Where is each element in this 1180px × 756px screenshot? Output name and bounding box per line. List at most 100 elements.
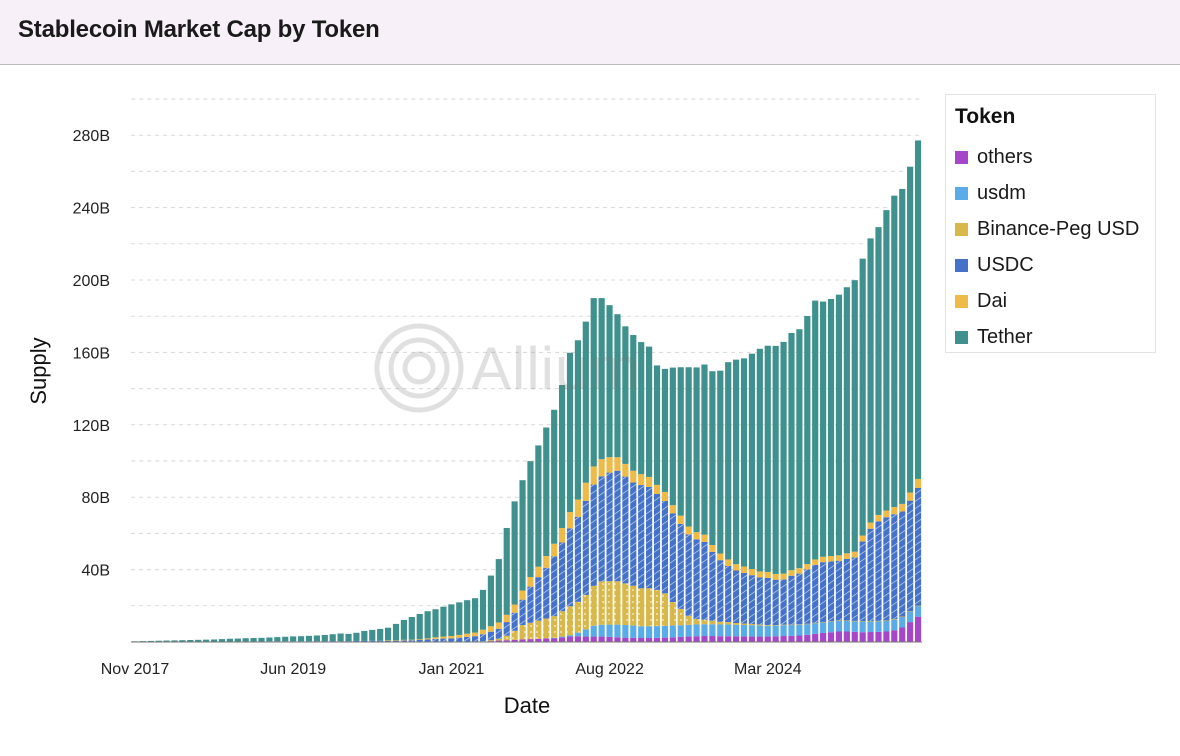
bar-others: [646, 638, 653, 642]
bar-tether: [519, 480, 526, 591]
bar-usdc-texture: [527, 586, 534, 623]
bar-tether: [527, 461, 534, 578]
bar-tether: [282, 636, 289, 642]
bar-tether: [907, 166, 914, 493]
bar-tether: [163, 640, 170, 642]
legend-item-usdm[interactable]: usdm: [955, 175, 1139, 211]
bar-dai: [875, 514, 882, 522]
legend-item-usdc[interactable]: USDC: [955, 247, 1139, 283]
bar-tether: [827, 299, 835, 557]
legend-item-others[interactable]: others: [955, 139, 1139, 175]
bar-tether: [464, 600, 471, 634]
bar-tether: [147, 640, 154, 642]
bar-usdm: [780, 625, 787, 637]
bar-usdm: [614, 624, 621, 638]
bar-tether: [440, 606, 447, 637]
bar-tether: [179, 640, 186, 642]
bar-usdc-texture: [630, 482, 637, 586]
legend-item-dai[interactable]: Dai: [955, 283, 1139, 319]
legend-label: Tether: [977, 325, 1033, 348]
bar-dai: [867, 522, 874, 529]
bar-tether: [748, 353, 756, 570]
bar-tether: [416, 613, 423, 640]
bar-usdm: [590, 625, 597, 637]
legend-label: USDC: [977, 253, 1034, 276]
bar-usdc-texture: [392, 640, 400, 642]
bar-binance-peg-usd-texture: [495, 638, 502, 641]
bar-tether: [693, 367, 700, 533]
bar-others: [519, 639, 526, 642]
bar-others: [883, 631, 890, 642]
bar-others: [559, 637, 566, 642]
bar-usdc-texture: [772, 579, 779, 625]
bar-usdc-texture: [725, 565, 732, 623]
bar-dai: [677, 515, 684, 524]
bar-usdc-texture: [408, 640, 415, 642]
bar-dai: [566, 512, 574, 529]
bar-tether: [820, 301, 827, 557]
x-axis-title: Date: [504, 693, 550, 718]
bar-others: [669, 637, 676, 642]
bar-binance-peg-usd-texture: [606, 581, 613, 625]
bar-binance-peg-usd-texture: [764, 624, 771, 626]
bar-others: [495, 640, 502, 642]
bar-others: [614, 637, 621, 642]
bar-tether: [764, 345, 771, 572]
bar-usdm: [669, 625, 676, 638]
legend-item-binance-peg-usd[interactable]: Binance-Peg USD: [955, 211, 1139, 247]
bar-binance-peg-usd-texture: [756, 624, 763, 626]
bar-tether: [788, 333, 795, 571]
bar-usdc-texture: [827, 561, 835, 622]
bar-usdm: [638, 626, 645, 639]
bar-usdc-texture: [551, 556, 558, 617]
bar-binance-peg-usd-texture: [701, 619, 708, 625]
bar-usdm: [630, 625, 637, 638]
bar-binance-peg-usd-texture: [899, 616, 906, 618]
bar-usdc-texture: [511, 612, 518, 631]
legend-swatch: [955, 150, 968, 164]
bar-binance-peg-usd-texture: [614, 581, 621, 625]
bar-usdm: [907, 611, 914, 623]
bar-usdm: [551, 637, 558, 639]
bar-usdc-texture: [701, 541, 708, 620]
bar-usdm: [899, 616, 906, 628]
bar-others: [780, 636, 787, 642]
bar-tether: [408, 617, 415, 640]
bar-tether: [297, 636, 305, 642]
bar-usdc-texture: [487, 631, 494, 641]
bar-dai: [630, 470, 637, 483]
x-tick-label: Nov 2017: [101, 661, 170, 678]
bar-usdm: [701, 624, 708, 637]
bar-usdc-texture: [369, 640, 376, 642]
bar-others: [891, 630, 898, 642]
bar-others: [709, 636, 716, 642]
bar-tether: [258, 637, 265, 642]
bar-tether: [606, 305, 613, 458]
bar-others: [827, 632, 835, 642]
bar-dai: [551, 543, 558, 557]
legend-item-tether[interactable]: Tether: [955, 319, 1139, 355]
y-tick-label: 40B: [82, 563, 110, 580]
x-tick-label: Mar 2024: [734, 661, 802, 678]
bar-dai: [424, 638, 431, 640]
legend-swatch: [955, 186, 968, 200]
bar-dai: [820, 556, 827, 563]
bar-usdc-texture: [448, 638, 455, 642]
bar-usdm: [820, 622, 827, 633]
bar-others: [851, 631, 858, 642]
bar-binance-peg-usd-texture: [914, 605, 922, 607]
bar-binance-peg-usd-texture: [709, 620, 716, 625]
bar-usdc-texture: [914, 487, 922, 606]
bar-binance-peg-usd-texture: [907, 611, 914, 612]
bar-others: [725, 636, 732, 642]
bar-dai: [440, 636, 447, 639]
bar-usdm: [756, 625, 763, 637]
bar-binance-peg-usd-texture: [669, 602, 676, 626]
chart-title: Stablecoin Market Cap by Token: [18, 16, 380, 43]
bar-usdm: [606, 624, 613, 637]
legend-swatch: [955, 330, 968, 344]
bar-binance-peg-usd-texture: [748, 624, 756, 626]
bar-dai: [432, 637, 439, 639]
bar-others: [867, 632, 874, 642]
bar-usdm: [622, 624, 629, 638]
